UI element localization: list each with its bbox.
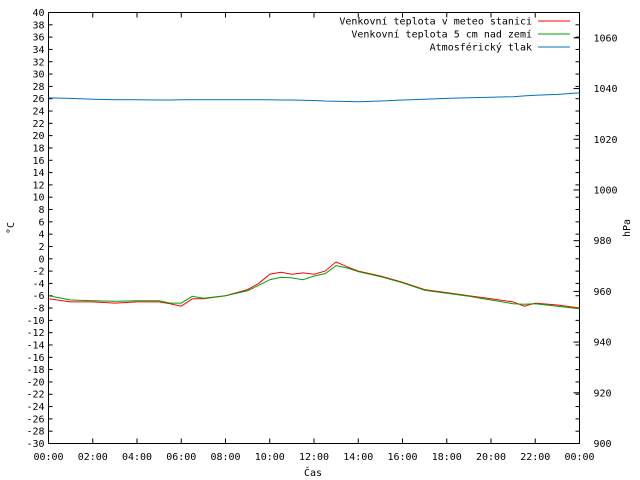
x-tick-label: 10:00 (255, 452, 285, 463)
left-tick-label: 24 (32, 107, 44, 118)
left-tick-label: -30 (26, 439, 44, 450)
right-tick-label: 1040 (594, 84, 618, 95)
left-tick-label: 34 (32, 45, 44, 56)
x-tick-label: 20:00 (476, 452, 506, 463)
left-tick-label: -26 (26, 414, 44, 425)
x-tick-label: 16:00 (387, 452, 417, 463)
right-tick-label: 900 (594, 439, 612, 450)
legend-label: Venkovní teplota 5 cm nad zemí (351, 29, 532, 41)
x-tick-label: 14:00 (343, 452, 373, 463)
x-tick-label: 12:00 (299, 452, 329, 463)
left-tick-label: 10 (32, 193, 44, 204)
left-tick-label: 14 (32, 168, 44, 179)
left-tick-label: -2 (32, 267, 44, 278)
left-tick-label: 38 (32, 20, 44, 31)
series-line-1 (48, 265, 580, 310)
x-axis-ticks: 00:00 02:00 04:00 06:00 08:00 10:00 12:00 14:00… (33, 12, 595, 463)
legend-label: Atmosférický tlak (430, 42, 532, 54)
y-axis-label-left: °C (6, 222, 17, 234)
right-tick-label: 960 (594, 287, 612, 298)
legend-label: Venkovní teplota v meteo stanici (339, 16, 532, 28)
right-tick-label: 920 (594, 388, 612, 399)
left-tick-label: 30 (32, 70, 44, 81)
left-tick-label: 12 (32, 180, 44, 191)
plot-frame (48, 12, 580, 444)
left-tick-label: 8 (38, 205, 44, 216)
right-tick-label: 1000 (594, 185, 618, 196)
left-tick-label: 16 (32, 156, 44, 167)
left-tick-label: 6 (38, 217, 44, 228)
x-tick-label: 00:00 (33, 452, 63, 463)
x-tick-label: 18:00 (432, 452, 462, 463)
x-tick-label: 04:00 (122, 452, 152, 463)
left-axis-ticks: 4038363432302826242220181614121086420-2-… (26, 8, 580, 450)
series-line-2 (48, 92, 580, 103)
left-tick-label: 2 (38, 242, 44, 253)
left-tick-label: 28 (32, 82, 44, 93)
left-tick-label: -20 (26, 377, 44, 388)
left-tick-label: -14 (26, 340, 44, 351)
x-tick-label: 06:00 (166, 452, 196, 463)
left-tick-label: 4 (38, 230, 44, 241)
left-tick-label: -22 (26, 390, 44, 401)
left-tick-label: -24 (26, 402, 44, 413)
x-tick-label: 00:00 (564, 452, 594, 463)
y-axis-label-right: hPa (622, 219, 633, 237)
left-tick-label: 36 (32, 33, 44, 44)
left-tick-label: -16 (26, 353, 44, 364)
left-tick-label: -10 (26, 316, 44, 327)
left-tick-label: 0 (38, 254, 44, 265)
x-tick-label: 22:00 (520, 452, 550, 463)
series-lines (48, 92, 580, 310)
left-tick-label: 32 (32, 57, 44, 68)
left-tick-label: -28 (26, 427, 44, 438)
left-tick-label: -18 (26, 365, 44, 376)
left-tick-label: 22 (32, 119, 44, 130)
right-tick-label: 940 (594, 338, 612, 349)
right-tick-label: 1020 (594, 135, 618, 146)
left-tick-label: -6 (32, 291, 44, 302)
x-axis-label: Čas (304, 466, 322, 479)
legend: Venkovní teplota v meteo staniciVenkovní… (339, 16, 570, 54)
series-line-0 (48, 261, 580, 309)
x-tick-label: 08:00 (210, 452, 240, 463)
left-tick-label: 18 (32, 143, 44, 154)
left-tick-label: 26 (32, 94, 44, 105)
right-tick-label: 980 (594, 236, 612, 247)
left-tick-label: 20 (32, 131, 44, 142)
left-tick-label: -12 (26, 328, 44, 339)
x-tick-label: 02:00 (78, 452, 108, 463)
right-tick-label: 1060 (594, 33, 618, 44)
left-tick-label: -4 (32, 279, 44, 290)
right-axis-ticks: 1060 1040 1020 1000 980 960 940 920 900 (573, 33, 618, 450)
left-tick-label: 40 (32, 8, 44, 19)
left-tick-label: -8 (32, 304, 44, 315)
